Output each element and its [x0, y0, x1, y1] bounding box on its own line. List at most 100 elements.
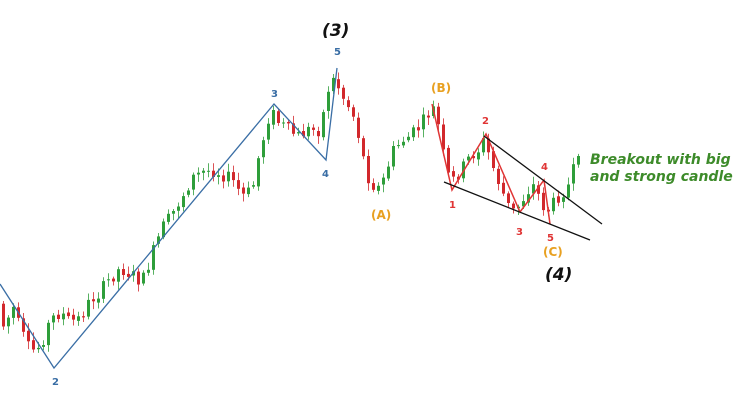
candle-body	[212, 170, 215, 177]
candle-body	[57, 314, 60, 319]
breakout-annotation: Breakout with big and strong candle	[590, 152, 733, 185]
candle-body	[297, 132, 300, 134]
diagonal-label-4: 4	[541, 162, 548, 173]
candle-body	[152, 245, 155, 270]
wedge-trendlines	[443, 135, 603, 241]
candle-body	[442, 124, 445, 150]
candle-body	[422, 114, 425, 130]
candle-body	[577, 156, 580, 165]
candle-body	[117, 269, 120, 282]
candle-body	[347, 100, 350, 108]
candle-body	[552, 197, 555, 212]
candle-body	[392, 146, 395, 167]
diagonal-label-5: 5	[547, 233, 554, 244]
candle-body	[147, 269, 150, 273]
candle-body	[237, 180, 240, 189]
candle-body	[107, 279, 110, 281]
candle-body	[537, 185, 540, 194]
wave-a-label: (A)	[371, 208, 391, 222]
wave-4-degree-label: (4)	[545, 265, 572, 285]
diagonal-wave-line	[431, 103, 551, 225]
candle-body	[27, 330, 30, 342]
candle-body	[572, 164, 575, 184]
candle-body	[227, 171, 230, 182]
candle-body	[182, 196, 185, 208]
candle-body	[87, 299, 90, 317]
candle-body	[197, 172, 200, 175]
candle-body	[307, 126, 310, 137]
candle-body	[92, 299, 95, 302]
annotation-line-1: Breakout with big	[590, 152, 731, 168]
wave-3-degree-label: (3)	[322, 21, 349, 41]
candle-body	[232, 172, 235, 181]
wedge-upper-trendline	[483, 135, 603, 225]
candle-body	[12, 306, 15, 318]
candle-body	[162, 221, 165, 238]
candle-body	[427, 115, 430, 118]
impulse-label-3: 3	[271, 89, 278, 100]
candle-body	[192, 174, 195, 190]
candle-body	[487, 138, 490, 153]
candle-body	[437, 106, 440, 125]
candle-body	[447, 147, 450, 173]
candle-body	[172, 211, 175, 214]
candle-body	[72, 314, 75, 320]
candle-body	[242, 187, 245, 194]
wedge-lower-trendline	[443, 181, 591, 241]
candle-body	[387, 166, 390, 179]
candle-body	[482, 138, 485, 153]
candle-body	[287, 122, 290, 124]
candle-body	[522, 201, 525, 207]
candle-body	[342, 87, 345, 99]
candle-body	[417, 127, 420, 131]
impulse-label-4: 4	[322, 169, 329, 180]
candle-body	[257, 158, 260, 187]
candle-body	[542, 192, 545, 211]
candle-body	[557, 196, 560, 203]
candle-body	[187, 190, 190, 195]
candle-body	[382, 177, 385, 185]
candle-body	[412, 127, 415, 138]
annotation-line-2: and strong candle	[590, 169, 733, 185]
candle-body	[292, 123, 295, 134]
candle-body	[377, 185, 380, 191]
candle-body	[122, 269, 125, 275]
candle-body	[512, 203, 515, 209]
candle-body	[397, 145, 400, 147]
candle-body	[467, 156, 470, 161]
impulse-label-2: 2	[52, 377, 59, 388]
candle-body	[352, 107, 355, 117]
candle-body	[177, 206, 180, 211]
candle-body	[42, 345, 45, 347]
candle-body	[452, 171, 455, 177]
candle-body	[252, 185, 255, 187]
candle-body	[502, 182, 505, 194]
candle-body	[367, 156, 370, 184]
candle-body	[562, 197, 565, 202]
candle-body	[332, 77, 335, 92]
candle-body	[32, 340, 35, 350]
candle-body	[47, 322, 50, 346]
candle-body	[337, 79, 340, 89]
candle-body	[262, 140, 265, 158]
wave-b-label: (B)	[431, 81, 451, 95]
candle-body	[357, 117, 360, 138]
candle-body	[302, 131, 305, 137]
candle-body	[322, 112, 325, 138]
candle-body	[282, 122, 285, 124]
candle-body	[402, 141, 405, 146]
candle-body	[112, 278, 115, 282]
diagonal-wave-lines	[431, 103, 551, 225]
candle-body	[507, 193, 510, 203]
candle-body	[202, 170, 205, 173]
candle-body	[22, 318, 25, 332]
candle-body	[82, 316, 85, 318]
candles-group	[2, 72, 580, 353]
candle-body	[362, 138, 365, 157]
candle-body	[477, 152, 480, 160]
candle-body	[137, 271, 140, 285]
candle-body	[267, 123, 270, 140]
candle-body	[207, 170, 210, 172]
candle-body	[222, 175, 225, 182]
